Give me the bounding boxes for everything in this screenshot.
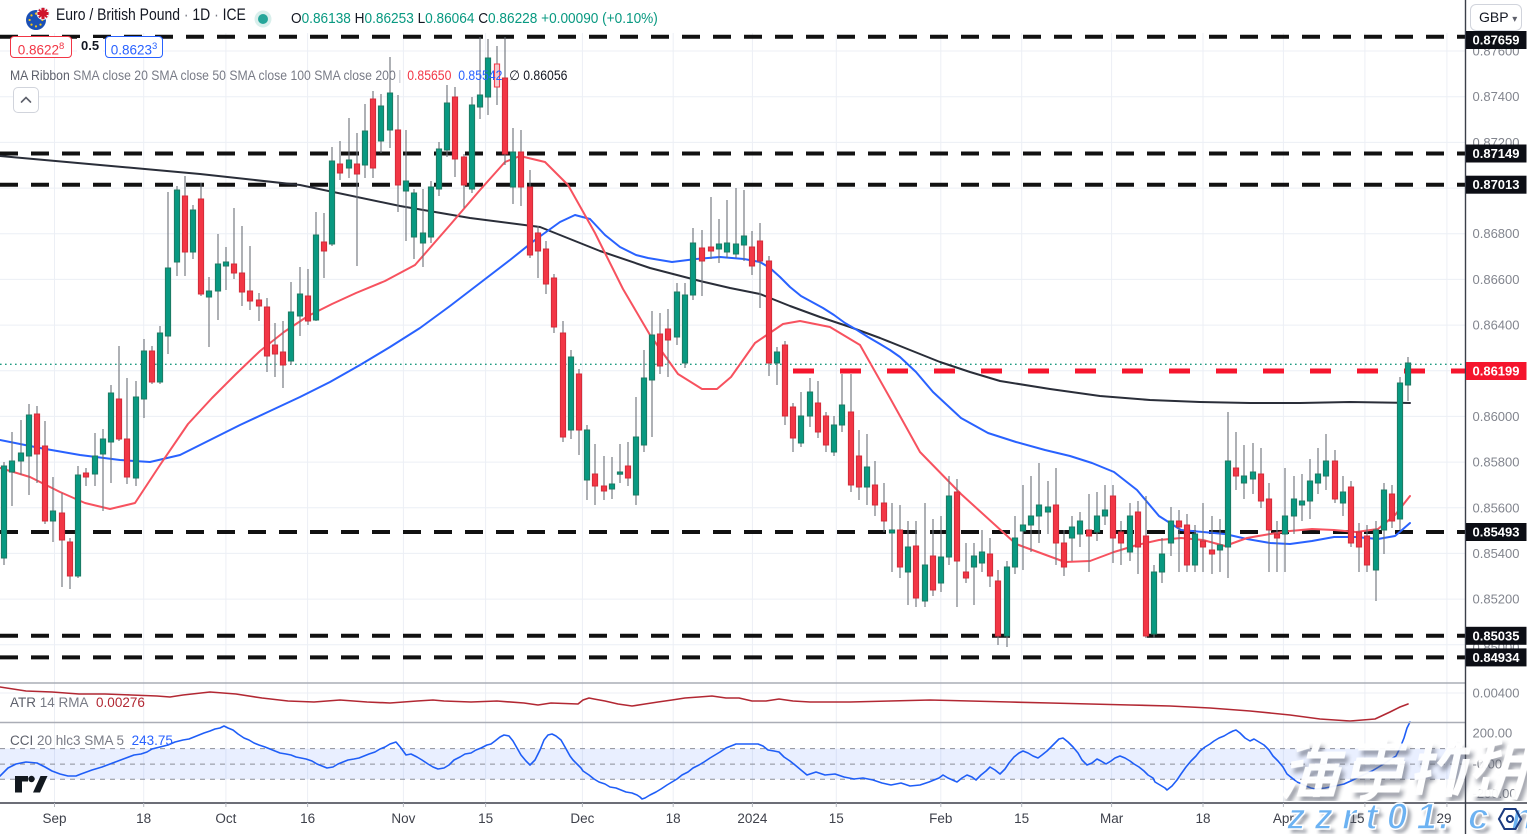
svg-text:Oct: Oct	[215, 811, 236, 826]
svg-text:0.87013: 0.87013	[1473, 177, 1520, 192]
svg-text:29: 29	[1436, 811, 1451, 826]
svg-text:0.85800: 0.85800	[1473, 455, 1520, 470]
svg-text:0.00400: 0.00400	[1473, 686, 1520, 701]
svg-text:Mar: Mar	[1100, 811, 1124, 826]
svg-text:18: 18	[666, 811, 681, 826]
svg-text:0.85200: 0.85200	[1473, 592, 1520, 607]
svg-text:0.86400: 0.86400	[1473, 318, 1520, 333]
svg-text:Dec: Dec	[570, 811, 594, 826]
svg-text:15: 15	[1349, 811, 1364, 826]
svg-text:2024: 2024	[737, 811, 768, 826]
svg-text:0.87400: 0.87400	[1473, 89, 1520, 104]
svg-text:0.86600: 0.86600	[1473, 272, 1520, 287]
svg-text:Apr: Apr	[1273, 811, 1295, 826]
svg-text:18: 18	[1195, 811, 1210, 826]
svg-text:18: 18	[136, 811, 151, 826]
svg-text:0.85400: 0.85400	[1473, 546, 1520, 561]
svg-text:Nov: Nov	[391, 811, 415, 826]
svg-text:0.86000: 0.86000	[1473, 409, 1520, 424]
svg-text:0.84934: 0.84934	[1473, 650, 1521, 665]
svg-text:0.87659: 0.87659	[1473, 33, 1520, 48]
svg-text:Feb: Feb	[929, 811, 952, 826]
svg-text:15: 15	[829, 811, 844, 826]
svg-text:15: 15	[1014, 811, 1029, 826]
svg-text:0.87149: 0.87149	[1473, 146, 1520, 161]
svg-text:15: 15	[478, 811, 493, 826]
svg-text:0.85493: 0.85493	[1473, 525, 1520, 540]
svg-text:16: 16	[300, 811, 315, 826]
svg-text:0.85600: 0.85600	[1473, 500, 1520, 515]
svg-text:200.00: 200.00	[1473, 726, 1513, 741]
svg-text:0.85035: 0.85035	[1473, 628, 1520, 643]
svg-text:0.86800: 0.86800	[1473, 226, 1520, 241]
svg-text:0.86199: 0.86199	[1473, 364, 1520, 379]
svg-text:Sep: Sep	[42, 811, 66, 826]
